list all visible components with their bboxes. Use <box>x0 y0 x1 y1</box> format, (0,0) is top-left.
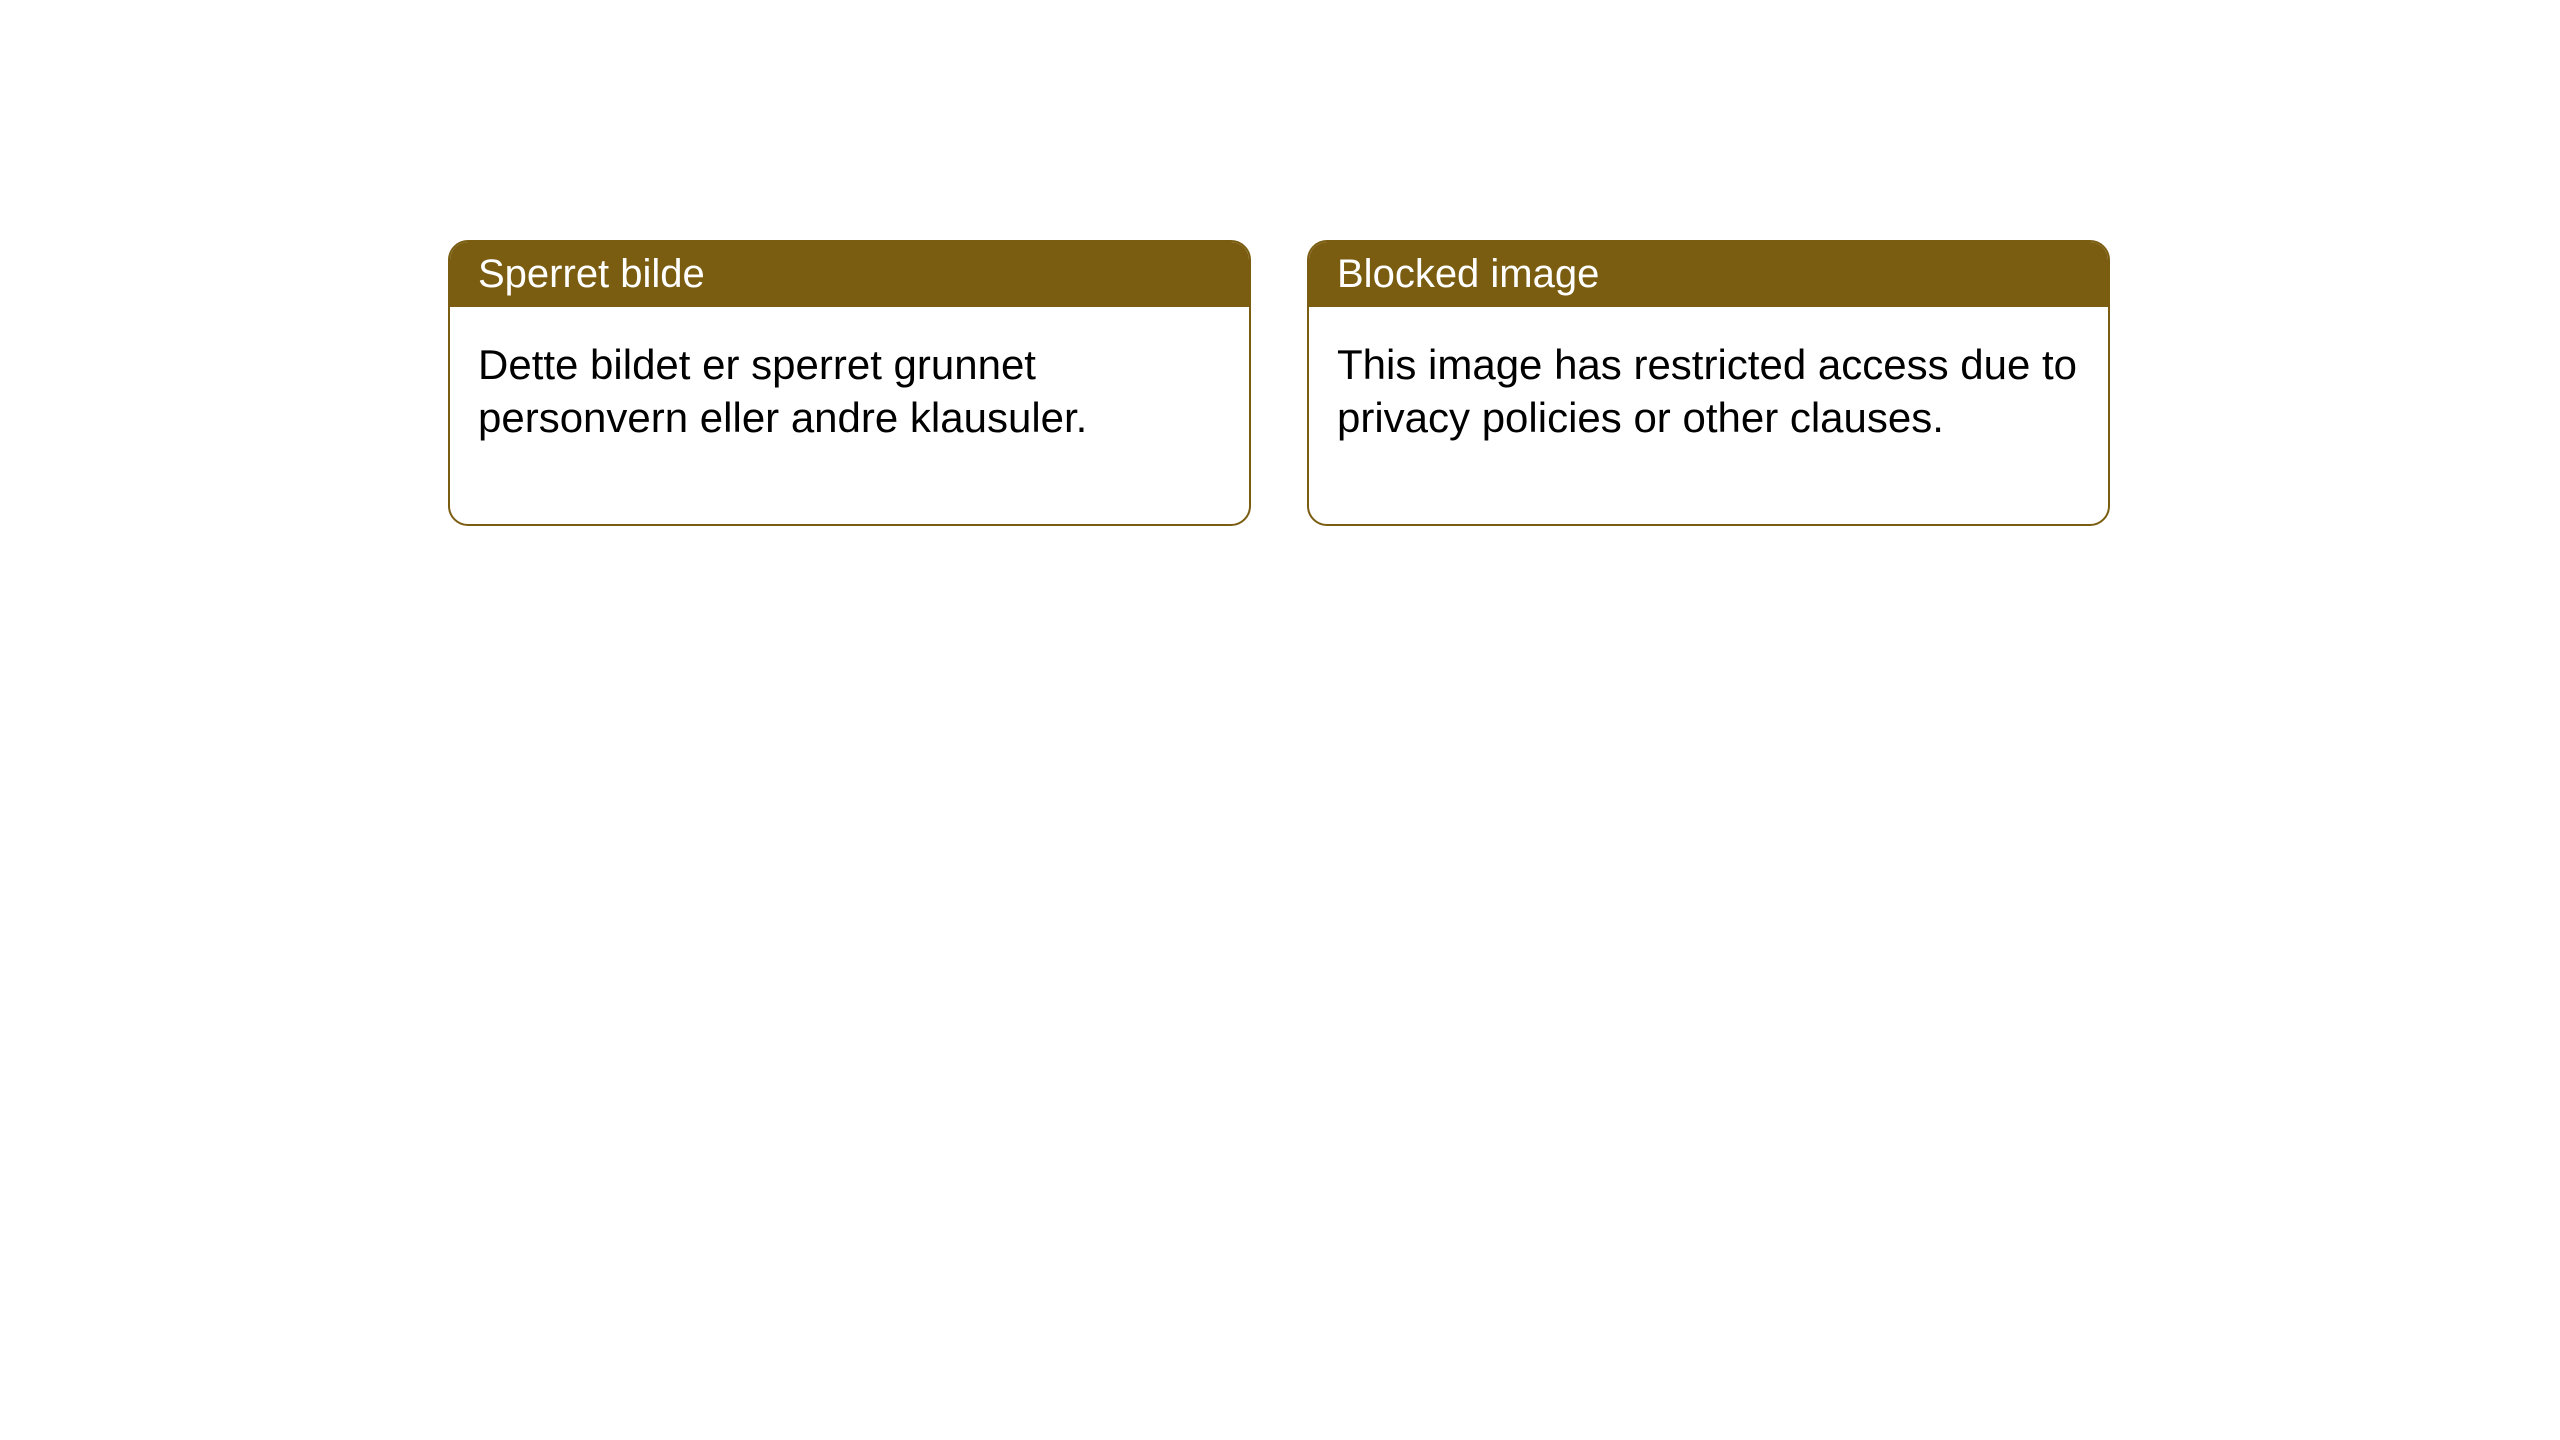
notice-container: Sperret bilde Dette bildet er sperret gr… <box>448 240 2110 526</box>
notice-body-text: Dette bildet er sperret grunnet personve… <box>450 307 1249 524</box>
notice-title: Sperret bilde <box>450 242 1249 307</box>
notice-card-english: Blocked image This image has restricted … <box>1307 240 2110 526</box>
notice-body-text: This image has restricted access due to … <box>1309 307 2108 524</box>
notice-title: Blocked image <box>1309 242 2108 307</box>
notice-card-norwegian: Sperret bilde Dette bildet er sperret gr… <box>448 240 1251 526</box>
